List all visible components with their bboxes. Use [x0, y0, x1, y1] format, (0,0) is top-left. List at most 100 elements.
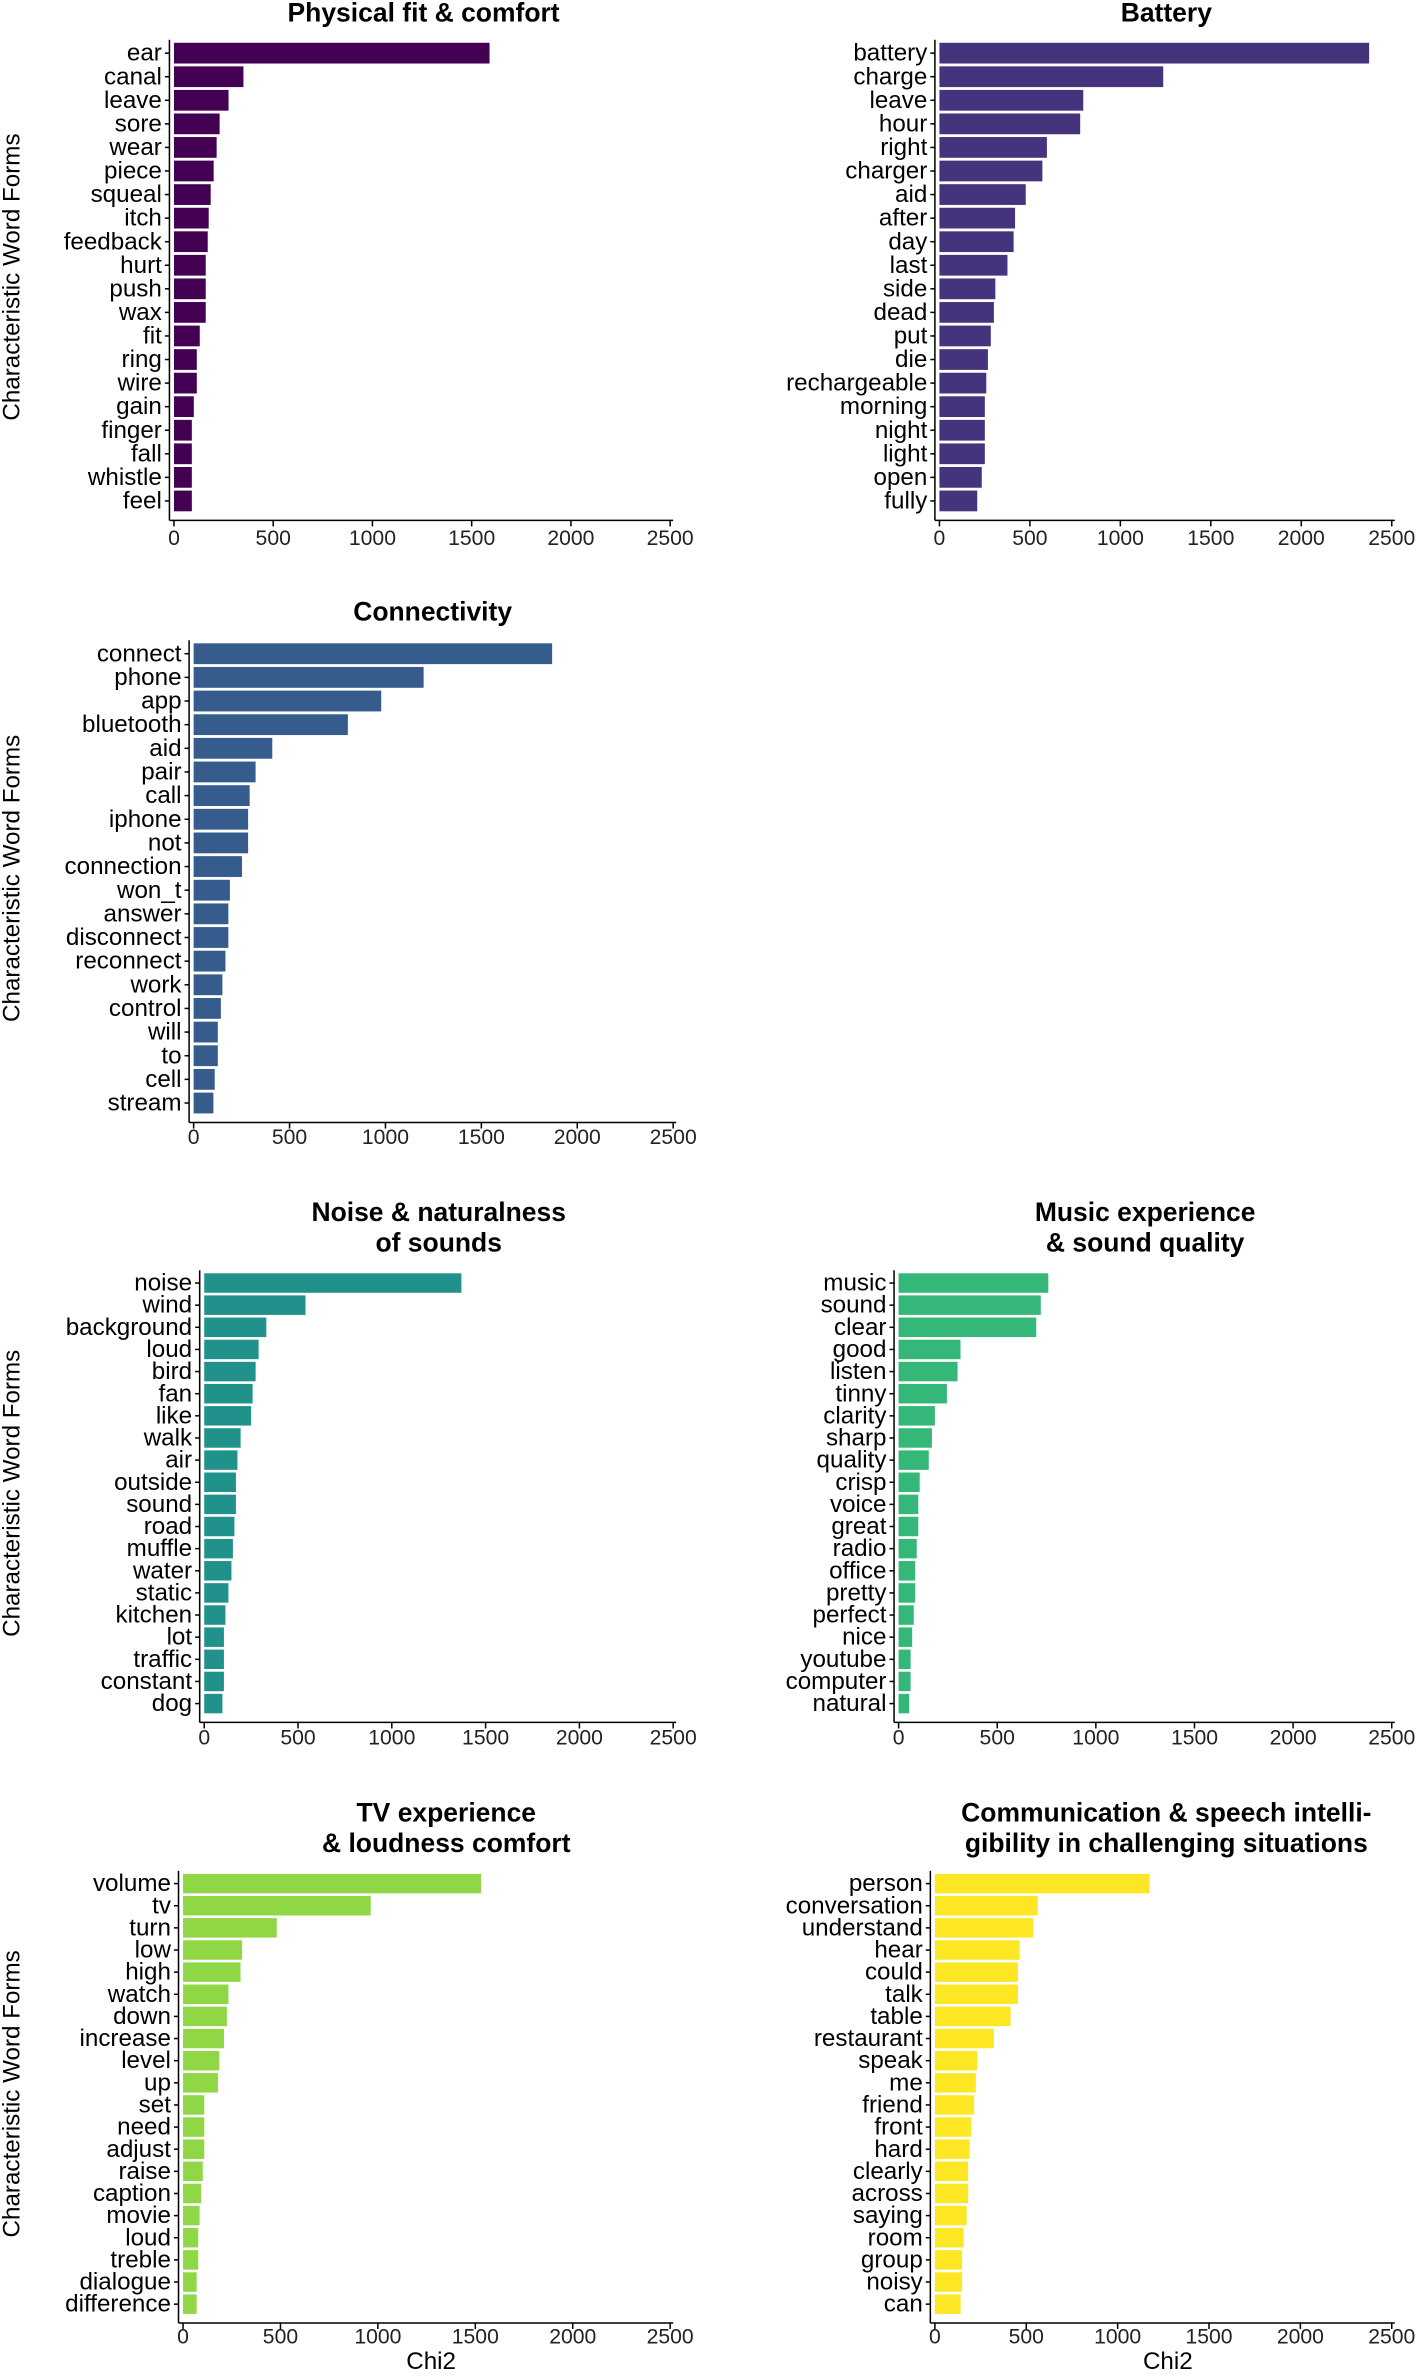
category-label: lot: [167, 1624, 193, 1651]
category-label: caption: [93, 2180, 171, 2207]
bar-road: [204, 1516, 235, 1537]
category-label: dialogue: [79, 2269, 170, 2296]
x-tick-label: 0: [188, 1126, 200, 1149]
category-label: dog: [152, 1690, 192, 1717]
bar-app: [193, 690, 382, 712]
bar-loud: [204, 1339, 259, 1360]
y-axis-label: Characteristic Word Forms: [0, 1950, 26, 2237]
panel-title: Communication & speech intelli-: [961, 1798, 1371, 1828]
bar-set: [183, 2095, 205, 2115]
bar-rechargeable: [939, 372, 987, 394]
category-label: fall: [131, 440, 162, 467]
category-label: die: [895, 346, 927, 373]
bar-sharp: [898, 1428, 932, 1448]
category-label: stream: [108, 1090, 182, 1117]
category-label: whistle: [87, 464, 162, 491]
bar-to: [193, 1045, 218, 1067]
bar-walk: [204, 1428, 241, 1448]
category-label: front: [874, 2114, 923, 2141]
bar-lot: [204, 1627, 224, 1647]
category-label: down: [113, 2003, 171, 2030]
category-label: computer: [786, 1668, 887, 1695]
bar-conversation: [934, 1895, 1038, 1916]
category-label: sore: [115, 110, 162, 137]
category-label: fully: [884, 487, 928, 514]
category-label: tv: [152, 1892, 172, 1919]
bar-voice: [898, 1494, 919, 1515]
x-tick-label: 1500: [458, 1126, 505, 1149]
category-label: quality: [817, 1447, 888, 1474]
category-label: turn: [129, 1914, 171, 1941]
bar-battery: [939, 42, 1370, 64]
x-tick-label: 0: [934, 527, 946, 550]
bar-turn: [183, 1918, 277, 1938]
category-label: group: [861, 2246, 923, 2273]
bar-hurt: [173, 254, 206, 276]
category-label: traffic: [133, 1646, 192, 1673]
bar-won_t: [193, 879, 230, 901]
x-tick-label: 2000: [1270, 1726, 1317, 1749]
bar-air: [204, 1450, 238, 1470]
category-label: battery: [853, 40, 928, 67]
bar-treble: [183, 2250, 199, 2270]
category-label: won_t: [116, 877, 182, 904]
category-label: static: [136, 1579, 192, 1606]
x-tick-label: 1000: [354, 2325, 401, 2348]
bar-stream: [193, 1092, 214, 1114]
category-label: call: [145, 782, 181, 809]
bar-wind: [204, 1295, 306, 1315]
bar-front: [934, 2117, 972, 2137]
bar-noisy: [934, 2272, 963, 2292]
bar-fit: [173, 325, 200, 347]
category-label: bluetooth: [82, 711, 182, 738]
x-tick-label: 2000: [554, 1126, 601, 1149]
x-tick-label: 500: [256, 527, 291, 550]
x-tick-label: 500: [980, 1726, 1015, 1749]
x-tick-label: 2500: [1368, 1726, 1415, 1749]
bar-room: [934, 2228, 964, 2248]
category-label: kitchen: [115, 1602, 192, 1629]
bar-natural: [898, 1693, 910, 1714]
bar-fully: [939, 490, 978, 512]
bar-watch: [183, 1984, 229, 2005]
bar-like: [204, 1406, 252, 1426]
bar-pretty: [898, 1583, 916, 1603]
category-label: wax: [118, 299, 162, 326]
bar-ring: [173, 349, 197, 370]
bar-high: [183, 1962, 241, 1982]
bar-crisp: [898, 1472, 920, 1492]
bar-loud: [183, 2228, 199, 2248]
category-label: office: [829, 1557, 886, 1584]
category-label: water: [132, 1557, 192, 1584]
bar-control: [193, 998, 221, 1019]
bar-wax: [173, 302, 206, 323]
category-label: aid: [895, 181, 927, 208]
category-label: reconnect: [75, 948, 182, 975]
category-label: noisy: [866, 2269, 923, 2296]
bar-group: [934, 2250, 963, 2270]
bar-good: [898, 1339, 961, 1360]
category-label: open: [874, 464, 928, 491]
bar-water: [204, 1561, 232, 1581]
x-tick-label: 1500: [462, 1726, 509, 1749]
bar-hear: [934, 1940, 1020, 1960]
bar-low: [183, 1940, 243, 1960]
bar-traffic: [204, 1649, 224, 1670]
x-tick-label: 2500: [650, 1726, 697, 1749]
x-tick-label: 2000: [1277, 2325, 1324, 2348]
bar-dead: [939, 302, 994, 323]
category-label: not: [148, 829, 182, 856]
category-label: hear: [874, 1937, 922, 1964]
category-label: push: [109, 275, 161, 302]
category-label: app: [141, 688, 181, 715]
category-label: volume: [93, 1870, 171, 1897]
category-label: day: [888, 228, 928, 255]
bar-constant: [204, 1671, 224, 1692]
x-tick-label: 1500: [452, 2325, 499, 2348]
x-tick-label: 1000: [1094, 2325, 1141, 2348]
x-tick-label: 0: [929, 2325, 941, 2348]
category-label: up: [144, 2069, 171, 2096]
category-label: control: [109, 995, 182, 1022]
x-tick-label: 2000: [549, 2325, 596, 2348]
